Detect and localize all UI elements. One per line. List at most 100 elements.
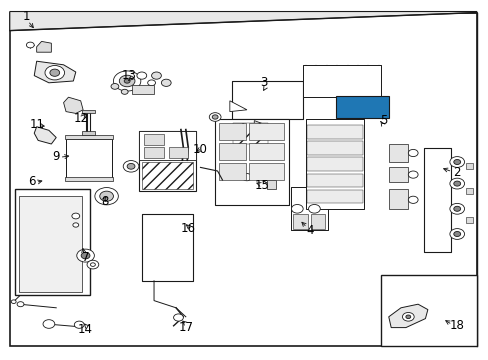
Circle shape xyxy=(147,80,155,86)
Polygon shape xyxy=(82,131,95,135)
Circle shape xyxy=(43,320,55,328)
Text: 11: 11 xyxy=(29,118,44,131)
Circle shape xyxy=(453,181,460,186)
Circle shape xyxy=(119,75,135,87)
Bar xyxy=(232,123,268,144)
Circle shape xyxy=(90,263,95,266)
Polygon shape xyxy=(229,101,246,112)
Polygon shape xyxy=(82,110,95,113)
Bar xyxy=(388,167,407,182)
Bar xyxy=(337,97,351,106)
Bar xyxy=(232,81,303,119)
Bar xyxy=(290,187,327,230)
Circle shape xyxy=(72,213,80,219)
Text: 17: 17 xyxy=(178,321,193,334)
Circle shape xyxy=(50,69,60,76)
Bar xyxy=(306,174,362,187)
Polygon shape xyxy=(34,61,76,83)
Bar xyxy=(305,119,364,209)
Bar xyxy=(219,123,245,140)
Circle shape xyxy=(453,206,460,211)
Bar xyxy=(306,157,362,171)
Circle shape xyxy=(449,157,464,167)
Bar xyxy=(144,134,163,145)
Polygon shape xyxy=(34,127,56,144)
Bar xyxy=(337,108,351,117)
Bar xyxy=(305,119,364,209)
Text: 3: 3 xyxy=(260,76,267,89)
Circle shape xyxy=(81,252,90,259)
Circle shape xyxy=(405,315,410,319)
Circle shape xyxy=(151,72,161,79)
Circle shape xyxy=(449,203,464,214)
Circle shape xyxy=(308,204,320,213)
Circle shape xyxy=(11,300,16,303)
Polygon shape xyxy=(37,41,51,52)
Circle shape xyxy=(45,66,64,80)
Circle shape xyxy=(123,161,139,172)
Bar xyxy=(303,65,381,97)
Circle shape xyxy=(453,231,460,237)
Bar xyxy=(219,143,245,160)
Bar xyxy=(290,187,327,230)
Circle shape xyxy=(407,149,417,157)
Circle shape xyxy=(127,163,135,169)
Bar xyxy=(371,108,386,117)
Bar xyxy=(215,119,288,205)
Circle shape xyxy=(173,314,183,321)
Circle shape xyxy=(73,223,79,227)
Text: 10: 10 xyxy=(193,143,207,156)
Bar xyxy=(354,97,368,106)
Text: 4: 4 xyxy=(306,224,314,237)
Bar xyxy=(249,143,283,160)
Bar xyxy=(232,122,268,144)
Bar xyxy=(139,131,195,160)
Bar xyxy=(303,65,381,97)
Bar xyxy=(232,81,303,119)
Bar xyxy=(465,217,472,223)
Circle shape xyxy=(74,321,84,328)
Bar xyxy=(249,123,283,140)
Bar xyxy=(306,190,362,203)
Text: 15: 15 xyxy=(254,179,268,192)
Text: 14: 14 xyxy=(78,323,93,336)
Circle shape xyxy=(291,204,303,213)
Circle shape xyxy=(121,89,128,94)
Bar xyxy=(19,196,82,292)
Bar xyxy=(249,163,283,180)
Circle shape xyxy=(77,249,94,262)
Text: 6: 6 xyxy=(28,175,36,188)
Circle shape xyxy=(212,115,218,119)
Bar xyxy=(465,163,472,169)
Text: 8: 8 xyxy=(101,195,109,208)
Bar xyxy=(142,214,193,281)
Bar xyxy=(465,188,472,194)
Bar xyxy=(388,144,407,162)
Circle shape xyxy=(449,229,464,239)
Bar xyxy=(15,189,90,295)
Polygon shape xyxy=(266,180,276,189)
Circle shape xyxy=(453,159,460,165)
Bar xyxy=(388,189,407,209)
Bar xyxy=(215,119,288,205)
Bar xyxy=(144,147,163,158)
Bar xyxy=(66,139,112,180)
Polygon shape xyxy=(388,304,427,328)
Bar xyxy=(424,148,450,252)
Circle shape xyxy=(95,188,118,205)
Bar xyxy=(354,108,368,117)
Text: 5: 5 xyxy=(379,114,387,127)
Bar xyxy=(139,131,195,191)
Bar xyxy=(65,177,113,181)
Bar xyxy=(66,139,112,180)
Bar xyxy=(168,147,188,158)
Bar xyxy=(219,163,245,180)
Text: 12: 12 xyxy=(73,112,88,125)
Text: 1: 1 xyxy=(23,10,31,23)
Text: 13: 13 xyxy=(122,69,137,82)
Circle shape xyxy=(209,113,221,121)
Circle shape xyxy=(161,79,171,86)
Polygon shape xyxy=(254,121,273,130)
Bar xyxy=(132,85,154,94)
Circle shape xyxy=(17,302,24,307)
